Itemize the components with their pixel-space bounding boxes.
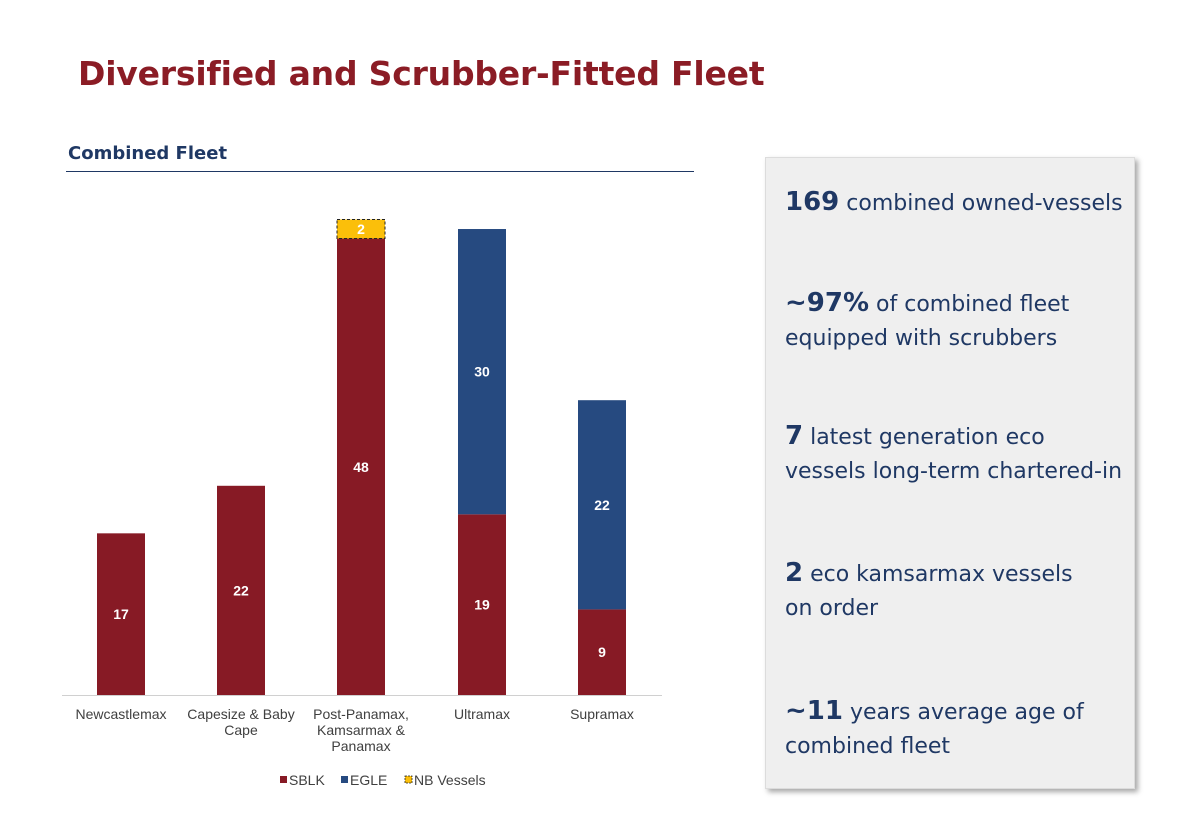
combined-fleet-chart: 17 22 48 2 19 30 9 22 Newcastlemax Capesize & Ba… (62, 219, 662, 788)
section-title: Combined Fleet (68, 143, 228, 164)
bar-sblk-4 (458, 514, 506, 695)
stat-on-order: 2 eco kamsarmax vessels on order (785, 556, 1085, 626)
data-label: 48 (353, 459, 369, 475)
stat-number: ~11 (785, 696, 843, 726)
stat-number: 7 (785, 421, 804, 451)
x-tick-label: Panamax (331, 738, 390, 754)
section-divider (66, 171, 694, 172)
legend-swatch-egle (341, 776, 348, 783)
bar-sblk-1 (97, 533, 145, 695)
stat-text: latest generation eco vessels long-term … (785, 425, 1123, 484)
x-tick-label: Ultramax (454, 706, 510, 722)
x-tick-label: Newcastlemax (75, 706, 166, 722)
x-tick-label: Capesize & Baby (187, 706, 294, 722)
data-label: 17 (113, 606, 129, 622)
data-label: 2 (357, 221, 365, 237)
stat-scrubbers: ~97% of combined fleet equipped with scr… (785, 286, 1085, 356)
stat-text: years average age of combined fleet (785, 700, 1084, 759)
stat-chartered-in: 7 latest generation eco vessels long-ter… (785, 419, 1130, 489)
stat-text: eco kamsarmax vessels on order (785, 562, 1073, 621)
stat-text: combined owned-vessels (839, 191, 1123, 216)
highlights-panel: 169 combined owned-vessels ~97% of combi… (765, 157, 1135, 789)
bar-sblk-5 (578, 609, 626, 695)
bar-nb-vessels-3 (336, 219, 386, 240)
legend-swatch-sblk (280, 776, 287, 783)
legend-label: SBLK (289, 772, 325, 788)
x-tick-label: Kamsarmax & (317, 722, 406, 738)
stat-average-age: ~11 years average age of combined fleet (785, 694, 1085, 764)
legend-label: EGLE (350, 772, 387, 788)
data-label: 19 (474, 597, 490, 613)
stat-number: ~97% (785, 288, 870, 318)
legend-label: NB Vessels (414, 772, 486, 788)
bars-layer: 17 22 48 2 19 30 9 22 (97, 219, 626, 695)
bar-egle-5 (578, 400, 626, 610)
data-label: 9 (598, 644, 606, 660)
legend-swatch-nb-vessels (404, 775, 413, 784)
stat-number: 169 (785, 187, 840, 217)
bar-sblk-2 (217, 485, 265, 695)
stat-owned-vessels: 169 combined owned-vessels (785, 185, 1130, 221)
legend: SBLK EGLE NB Vessels (280, 772, 486, 788)
data-label: 22 (233, 582, 249, 598)
stat-text: of combined fleet equipped with scrubber… (785, 292, 1070, 351)
x-tick-label: Supramax (570, 706, 634, 722)
stat-number: 2 (785, 558, 804, 588)
bar-egle-4 (458, 229, 506, 515)
bar-sblk-3 (337, 238, 385, 695)
x-tick-label: Post-Panamax, (313, 706, 409, 722)
data-label: 30 (474, 364, 490, 380)
x-tick-label: Cape (224, 722, 258, 738)
page-title: Diversified and Scrubber-Fitted Fleet (78, 54, 765, 93)
data-label: 22 (594, 497, 610, 513)
